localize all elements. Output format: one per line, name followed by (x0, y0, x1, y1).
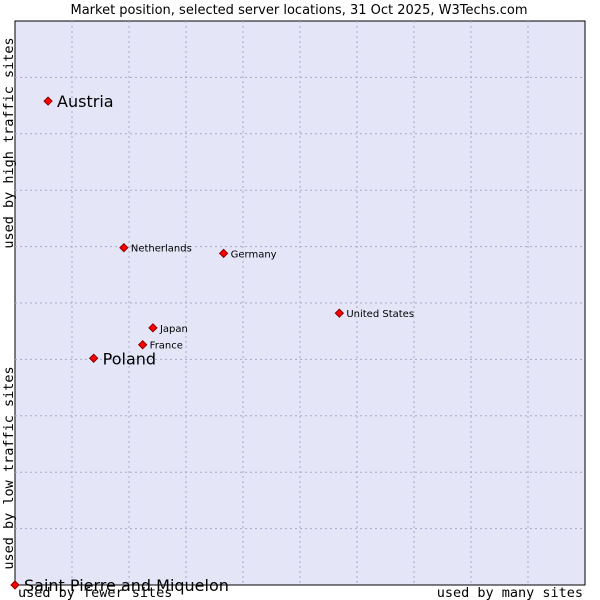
y-axis-label-low-group: used by low traffic sites (1, 366, 17, 569)
chart-title: Market position, selected server locatio… (70, 3, 527, 18)
grid-lines (15, 21, 585, 585)
point-label-japan: Japan (159, 324, 188, 335)
point-label-united-states: United States (346, 309, 414, 320)
point-poland (88, 353, 99, 363)
point-label-saint-pierre-and-miquelon: Saint Pierre and Miquelon (24, 576, 229, 595)
point-label-germany: Germany (231, 249, 277, 260)
x-axis-label-fewer: used by fewer sites (18, 585, 172, 600)
point-japan (148, 323, 158, 333)
point-germany (218, 248, 229, 259)
x-axis-label-many: used by many sites (437, 585, 583, 600)
y-axis-label-low: used by low traffic sites (1, 366, 17, 569)
point-label-poland: Poland (103, 349, 156, 368)
data-points: Austria Netherlands Germany United States Ja… (10, 92, 414, 595)
point-saint-pierre-and-miquelon (10, 580, 20, 590)
point-label-france: France (150, 341, 183, 352)
y-axis-label-high: used by high traffic sites (1, 37, 17, 248)
point-austria (43, 96, 53, 106)
point-label-netherlands: Netherlands (131, 244, 192, 255)
point-label-austria: Austria (57, 92, 114, 111)
point-france (137, 340, 148, 350)
point-netherlands (119, 243, 129, 253)
point-united-states (334, 308, 345, 318)
